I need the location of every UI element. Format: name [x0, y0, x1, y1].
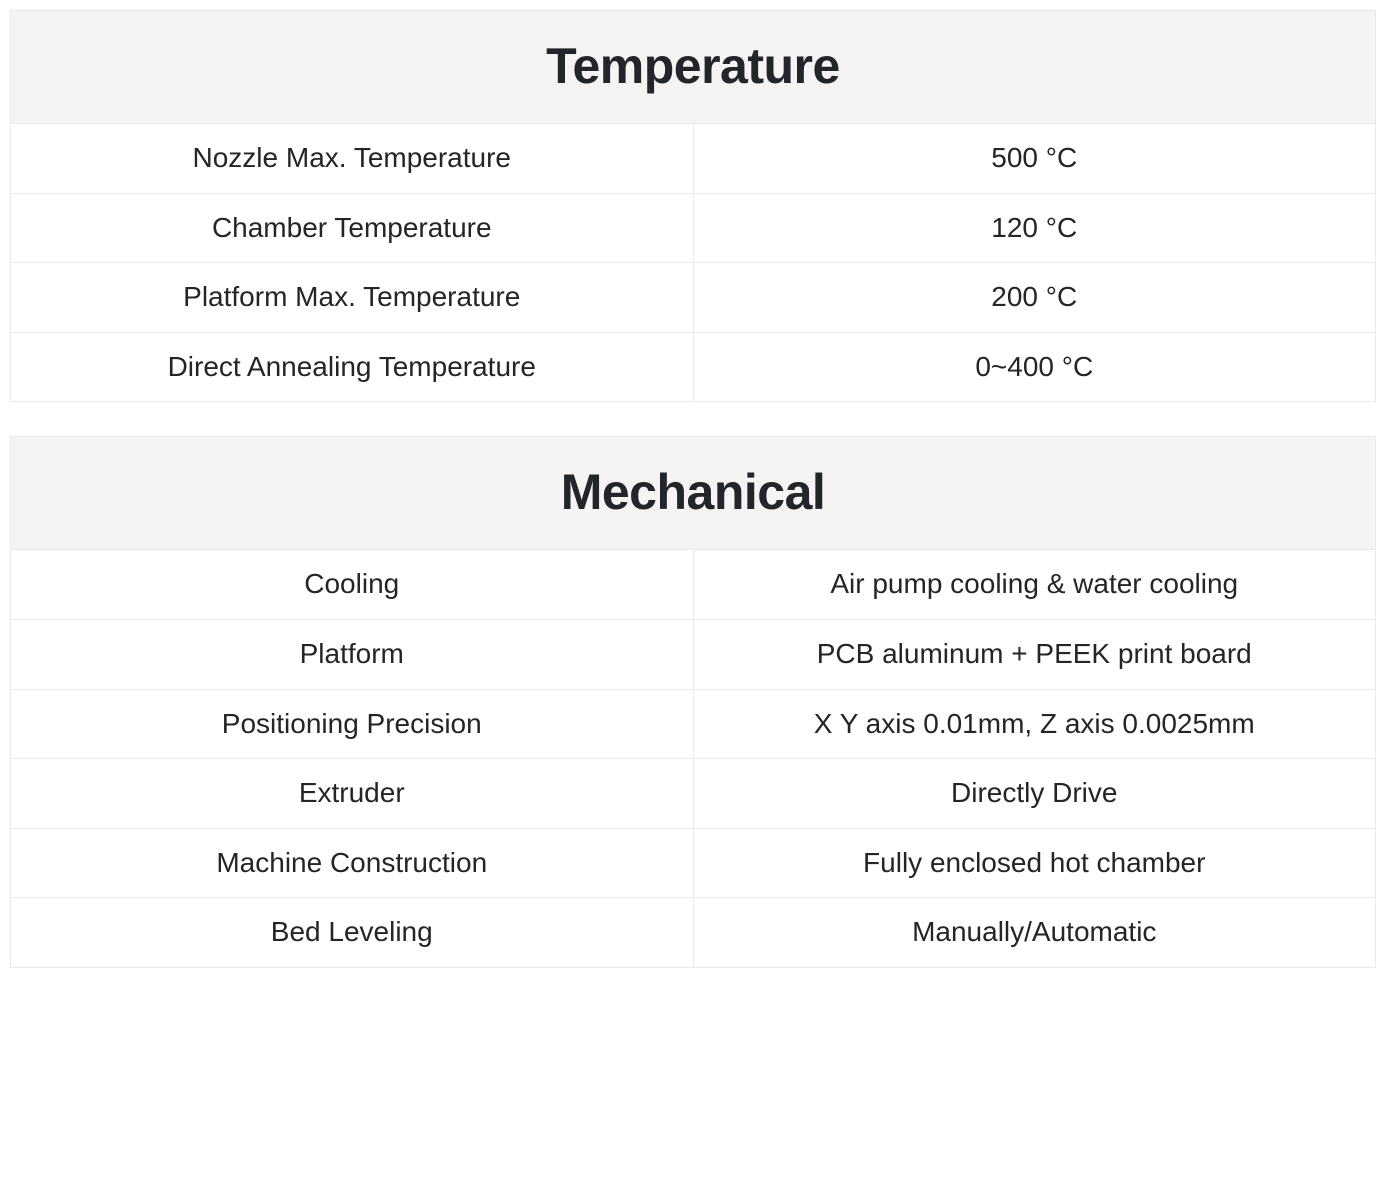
spec-label: Platform Max. Temperature	[11, 263, 694, 333]
table-row: Cooling Air pump cooling & water cooling	[11, 550, 1376, 620]
spec-value: X Y axis 0.01mm, Z axis 0.0025mm	[693, 689, 1376, 759]
table-row: Direct Annealing Temperature 0~400 °C	[11, 332, 1376, 402]
table-row: Positioning Precision X Y axis 0.01mm, Z…	[11, 689, 1376, 759]
table-row: Chamber Temperature 120 °C	[11, 193, 1376, 263]
spec-label: Bed Leveling	[11, 898, 694, 968]
spec-value: 0~400 °C	[693, 332, 1376, 402]
table-row: Nozzle Max. Temperature 500 °C	[11, 124, 1376, 194]
spec-value: PCB aluminum + PEEK print board	[693, 619, 1376, 689]
spec-label: Nozzle Max. Temperature	[11, 124, 694, 194]
spec-value: Fully enclosed hot chamber	[693, 828, 1376, 898]
spec-value: Manually/Automatic	[693, 898, 1376, 968]
spec-value: Directly Drive	[693, 759, 1376, 829]
section-header-temperature: Temperature	[11, 11, 1376, 124]
table-row: Bed Leveling Manually/Automatic	[11, 898, 1376, 968]
specs-table-temperature: Temperature Nozzle Max. Temperature 500 …	[10, 10, 1376, 402]
spec-label: Chamber Temperature	[11, 193, 694, 263]
spec-value: 120 °C	[693, 193, 1376, 263]
table-row: Machine Construction Fully enclosed hot …	[11, 828, 1376, 898]
table-row: Platform Max. Temperature 200 °C	[11, 263, 1376, 333]
spec-label: Extruder	[11, 759, 694, 829]
spec-label: Positioning Precision	[11, 689, 694, 759]
spec-value: 200 °C	[693, 263, 1376, 333]
spec-label: Machine Construction	[11, 828, 694, 898]
table-row: Platform PCB aluminum + PEEK print board	[11, 619, 1376, 689]
section-header-mechanical: Mechanical	[11, 437, 1376, 550]
spec-label: Direct Annealing Temperature	[11, 332, 694, 402]
spec-label: Cooling	[11, 550, 694, 620]
spec-value: 500 °C	[693, 124, 1376, 194]
spec-value: Air pump cooling & water cooling	[693, 550, 1376, 620]
specs-table-mechanical: Mechanical Cooling Air pump cooling & wa…	[10, 436, 1376, 968]
table-row: Extruder Directly Drive	[11, 759, 1376, 829]
spec-label: Platform	[11, 619, 694, 689]
